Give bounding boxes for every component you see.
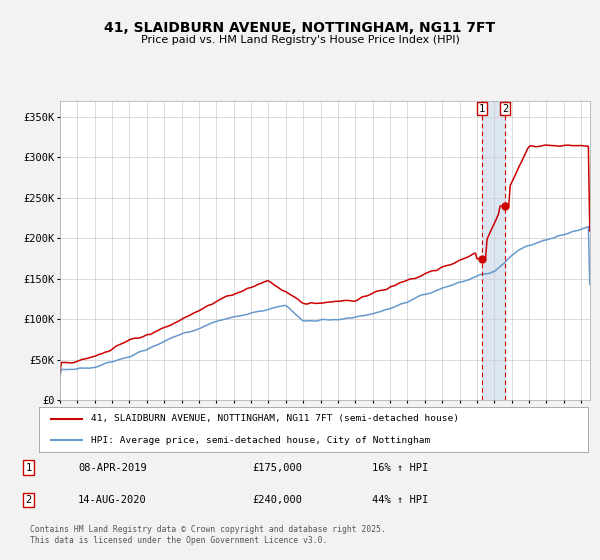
Text: 1: 1	[478, 104, 485, 114]
Text: 2: 2	[26, 495, 32, 505]
Text: 41, SLAIDBURN AVENUE, NOTTINGHAM, NG11 7FT: 41, SLAIDBURN AVENUE, NOTTINGHAM, NG11 7…	[104, 21, 496, 35]
Text: 1: 1	[26, 463, 32, 473]
Text: £175,000: £175,000	[252, 463, 302, 473]
Text: HPI: Average price, semi-detached house, City of Nottingham: HPI: Average price, semi-detached house,…	[91, 436, 430, 445]
Text: 2: 2	[502, 104, 508, 114]
Text: Price paid vs. HM Land Registry's House Price Index (HPI): Price paid vs. HM Land Registry's House …	[140, 35, 460, 45]
Text: 41, SLAIDBURN AVENUE, NOTTINGHAM, NG11 7FT (semi-detached house): 41, SLAIDBURN AVENUE, NOTTINGHAM, NG11 7…	[91, 414, 459, 423]
Text: £240,000: £240,000	[252, 495, 302, 505]
Bar	[482, 101, 505, 400]
Text: 14-AUG-2020: 14-AUG-2020	[78, 495, 147, 505]
Text: 16% ↑ HPI: 16% ↑ HPI	[372, 463, 428, 473]
Text: Contains HM Land Registry data © Crown copyright and database right 2025.
This d: Contains HM Land Registry data © Crown c…	[30, 525, 386, 545]
Point	[500, 202, 510, 211]
Point	[477, 254, 487, 263]
Text: 44% ↑ HPI: 44% ↑ HPI	[372, 495, 428, 505]
Text: 08-APR-2019: 08-APR-2019	[78, 463, 147, 473]
